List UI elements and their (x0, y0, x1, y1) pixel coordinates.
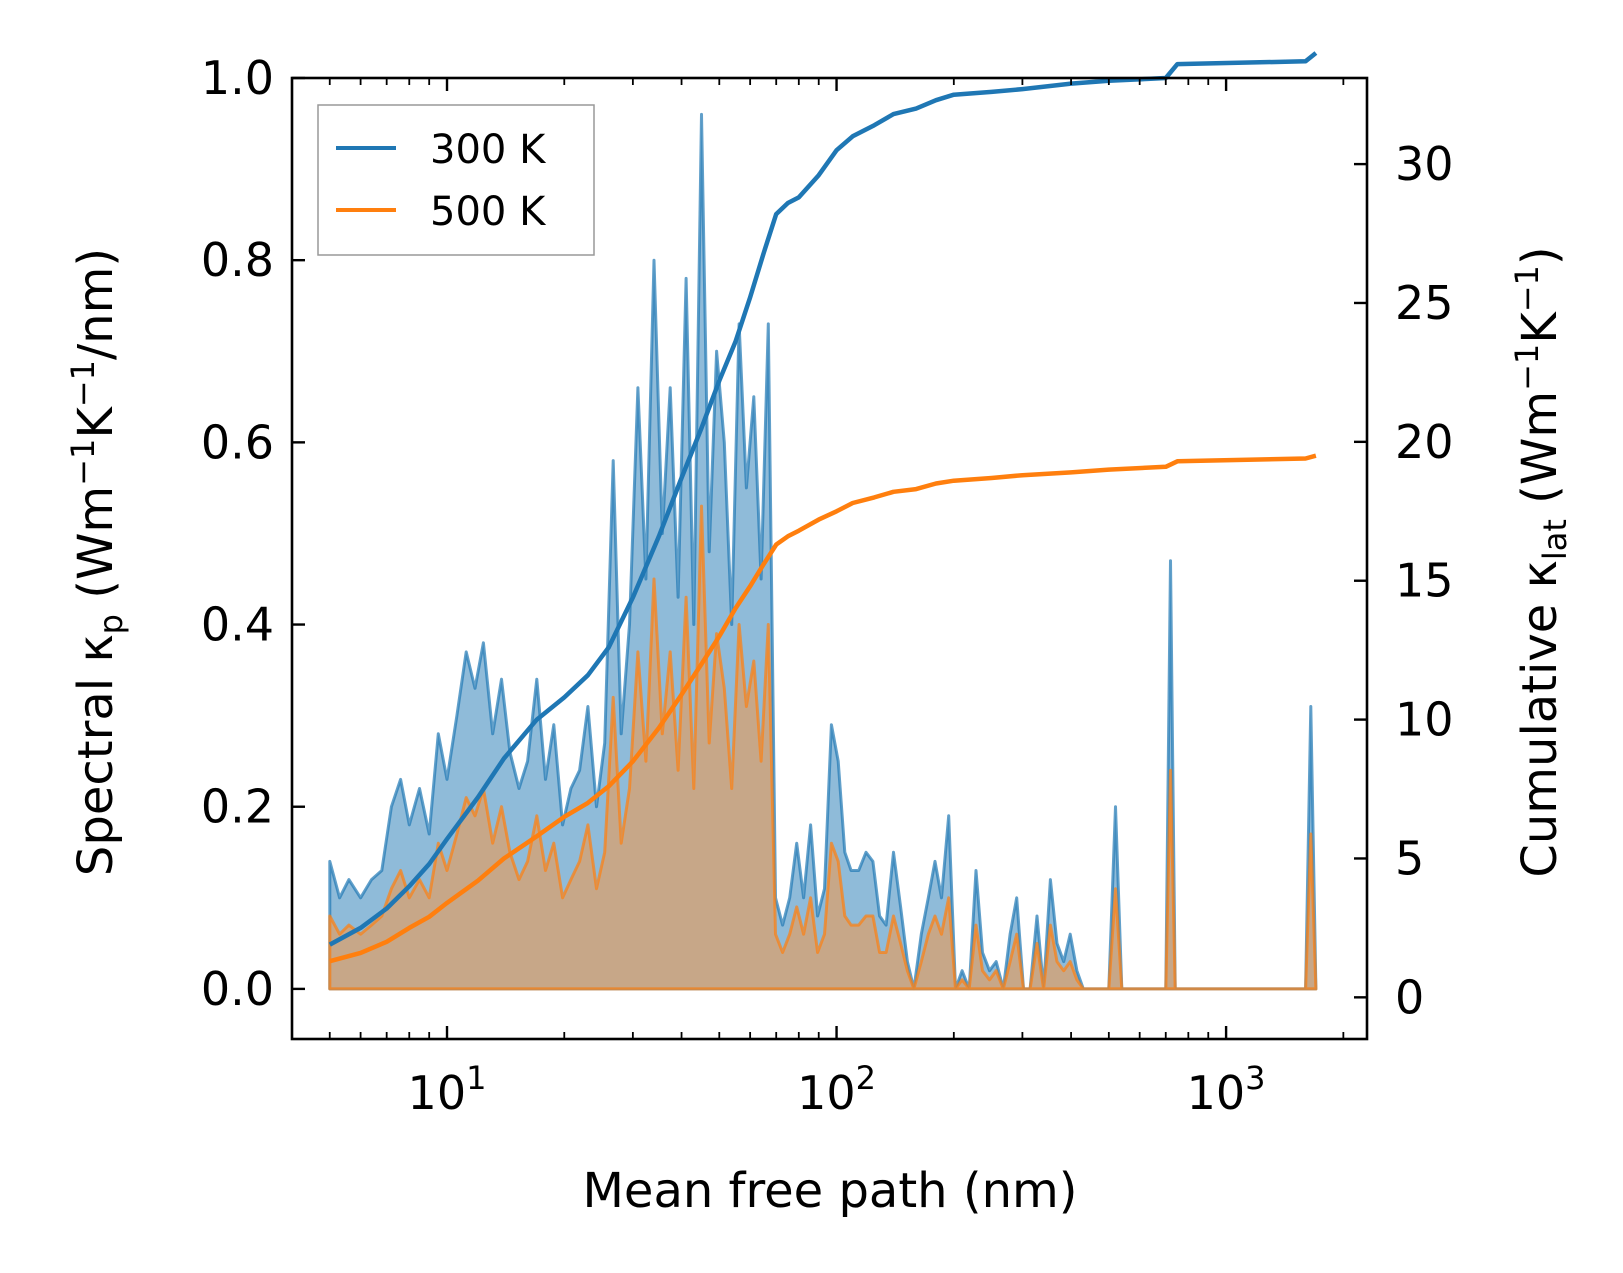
y-left-tick-label: 0.6 (201, 415, 274, 469)
legend-label-500k: 500 K (430, 189, 547, 235)
y-right-tick-label: 10 (1395, 693, 1454, 747)
ticks-group: 101 102 103 0.0 0.2 0.4 0.6 0.8 1.0 0 5 10 15 20 25 30 (201, 51, 1454, 1120)
y-left-tick-label: 0.8 (201, 233, 274, 287)
x-tick-label: 103 (1187, 1059, 1266, 1120)
cumulative-lines-group (328, 51, 1318, 964)
y-right-tick-label: 15 (1395, 554, 1454, 608)
y-left-tick-label: 0.4 (201, 598, 274, 652)
cumulative-line-500k (329, 453, 1317, 964)
x-tick-label: 101 (408, 1059, 487, 1120)
y-left-tick-label: 0.0 (201, 962, 274, 1016)
legend: 300 K 500 K (317, 104, 595, 256)
y-right-tick-label: 30 (1395, 137, 1454, 191)
legend-label-300k: 300 K (430, 127, 547, 173)
y-axis-label-left: Spectral κp (Wm−1K−1/nm) (64, 248, 130, 876)
plot-frame (290, 76, 1369, 1041)
x-tick-label: 102 (797, 1059, 876, 1120)
fill-500k-group (328, 504, 1318, 991)
y-left-tick-label: 0.2 (201, 780, 274, 834)
legend-box (317, 104, 595, 256)
spectral-area-500k (328, 504, 1318, 991)
x-axis-label: Mean free path (nm) (583, 1163, 1078, 1219)
y-axis-label-right: Cumulative κlat (Wm−1K−1) (1508, 246, 1574, 877)
y-right-tick-label: 25 (1395, 276, 1454, 330)
y-right-tick-label: 0 (1395, 970, 1424, 1024)
y-right-tick-label: 20 (1395, 415, 1454, 469)
y-left-tick-label: 1.0 (201, 51, 274, 105)
cumulative-line-300k (328, 51, 1318, 947)
y-right-tick-label: 5 (1395, 831, 1424, 885)
